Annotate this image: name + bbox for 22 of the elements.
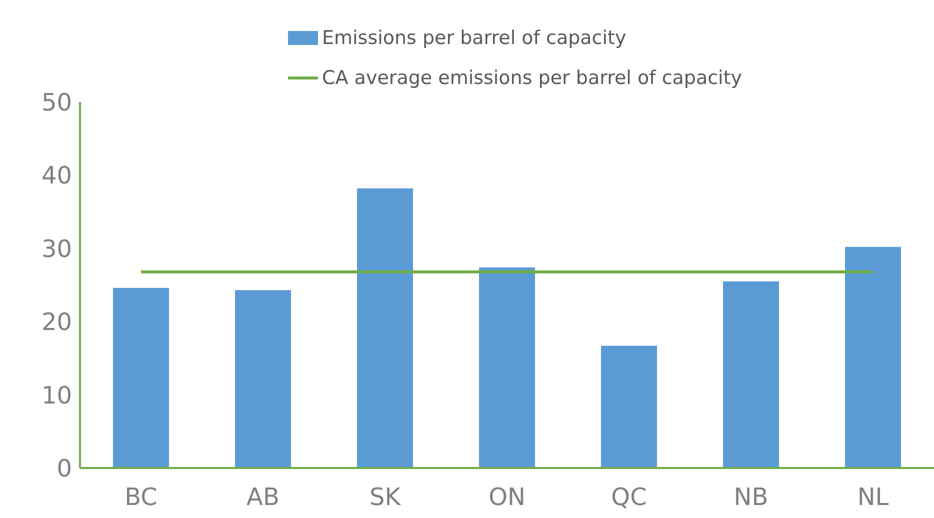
- y-tick-label: 20: [41, 308, 72, 336]
- y-tick-label: 40: [41, 162, 72, 190]
- bar: [113, 288, 169, 468]
- x-tick-label: NB: [734, 483, 768, 512]
- legend-label: CA average emissions per barrel of capacity: [322, 67, 742, 89]
- legend-label: Emissions per barrel of capacity: [322, 27, 626, 49]
- bar: [601, 346, 657, 468]
- bar: [357, 188, 413, 468]
- x-tick-label: NL: [857, 483, 890, 512]
- x-tick-label: SK: [370, 483, 402, 512]
- x-tick-label: ON: [488, 483, 526, 512]
- bar: [723, 281, 779, 468]
- x-tick-label: QC: [611, 483, 647, 512]
- y-tick-label: 10: [41, 381, 72, 410]
- bar: [845, 246, 901, 468]
- x-tick-label: AB: [246, 483, 280, 512]
- x-tick-label: BC: [124, 483, 158, 512]
- y-tick-label: 50: [41, 88, 72, 117]
- y-tick-label: 30: [41, 234, 72, 263]
- y-tick-label: 0: [56, 454, 72, 483]
- bar: [479, 267, 535, 468]
- bar: [235, 290, 291, 468]
